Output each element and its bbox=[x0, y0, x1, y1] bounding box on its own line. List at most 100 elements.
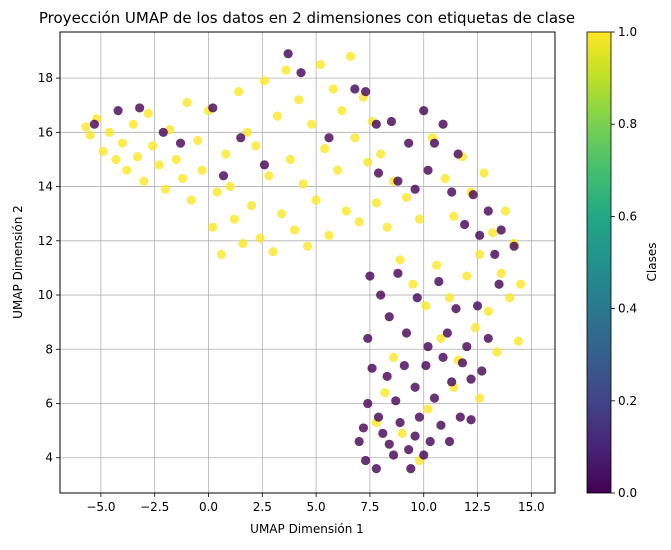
y-axis-ticks: 4 6 8 10 12 14 16 18 bbox=[38, 71, 60, 465]
data-point-class-1 bbox=[432, 260, 442, 270]
data-point-class-0 bbox=[371, 463, 381, 474]
data-point-class-1 bbox=[132, 152, 143, 162]
data-point-class-0 bbox=[384, 439, 394, 449]
data-point-class-0 bbox=[455, 412, 465, 422]
data-point-class-1 bbox=[221, 149, 231, 159]
data-point-class-1 bbox=[128, 119, 138, 129]
data-point-class-1 bbox=[238, 238, 248, 249]
data-point-class-0 bbox=[208, 103, 218, 113]
data-point-class-0 bbox=[350, 84, 360, 94]
data-point-class-0 bbox=[410, 184, 420, 194]
data-point-class-1 bbox=[255, 233, 265, 243]
data-point-class-0 bbox=[89, 119, 100, 129]
data-point-class-0 bbox=[324, 133, 334, 143]
x-tick-label: 10.0 bbox=[410, 500, 437, 514]
y-axis-label: UMAP Dimensión 2 bbox=[11, 205, 25, 319]
data-point-class-1 bbox=[328, 84, 338, 94]
x-axis-label: UMAP Dimensión 1 bbox=[250, 522, 364, 536]
data-point-class-1 bbox=[444, 293, 455, 303]
data-point-class-1 bbox=[376, 149, 386, 159]
data-point-class-1 bbox=[216, 249, 227, 259]
y-tick-label: 4 bbox=[45, 451, 53, 465]
colorbar-label: Clases bbox=[645, 243, 659, 282]
data-point-class-1 bbox=[440, 173, 450, 184]
data-point-class-1 bbox=[193, 135, 203, 146]
colorbar bbox=[586, 31, 612, 494]
data-point-class-0 bbox=[447, 187, 457, 197]
data-point-class-1 bbox=[186, 195, 196, 205]
data-point-class-1 bbox=[294, 95, 304, 105]
data-point-class-1 bbox=[251, 141, 261, 151]
data-point-class-1 bbox=[341, 206, 351, 216]
data-point-class-0 bbox=[438, 119, 448, 129]
data-point-class-1 bbox=[178, 173, 188, 184]
data-point-class-0 bbox=[436, 420, 446, 430]
data-point-class-0 bbox=[483, 206, 493, 216]
data-point-class-0 bbox=[401, 328, 412, 338]
data-point-class-1 bbox=[259, 76, 270, 86]
data-point-class-1 bbox=[363, 157, 373, 167]
colorbar-tick-label: 0.4 bbox=[618, 302, 637, 316]
data-point-class-0 bbox=[175, 138, 186, 148]
data-point-class-0 bbox=[376, 290, 386, 300]
data-point-class-1 bbox=[117, 138, 128, 148]
chart-title: Proyección UMAP de los datos en 2 dimens… bbox=[39, 9, 575, 27]
data-point-class-1 bbox=[397, 428, 407, 438]
y-tick-label: 12 bbox=[38, 234, 53, 248]
x-tick-label: −5.0 bbox=[86, 500, 115, 514]
data-point-class-0 bbox=[391, 396, 401, 406]
data-point-class-1 bbox=[475, 249, 485, 259]
data-point-class-0 bbox=[259, 160, 270, 170]
data-point-class-0 bbox=[378, 428, 388, 438]
data-point-class-1 bbox=[414, 214, 425, 224]
data-point-class-0 bbox=[393, 176, 403, 186]
data-point-class-1 bbox=[246, 200, 257, 211]
data-point-class-0 bbox=[135, 103, 145, 113]
data-point-class-1 bbox=[401, 192, 412, 203]
data-point-class-1 bbox=[104, 127, 115, 137]
data-point-class-1 bbox=[212, 187, 222, 197]
data-point-class-1 bbox=[479, 168, 489, 178]
data-point-class-0 bbox=[457, 358, 468, 368]
data-point-class-1 bbox=[111, 154, 121, 165]
data-point-class-0 bbox=[410, 382, 420, 392]
data-point-class-1 bbox=[234, 87, 244, 97]
data-point-class-1 bbox=[337, 106, 347, 116]
data-point-class-1 bbox=[289, 225, 300, 235]
x-tick-label: 0.0 bbox=[199, 500, 218, 514]
data-point-class-0 bbox=[354, 436, 364, 447]
data-point-class-0 bbox=[412, 293, 422, 303]
data-point-class-0 bbox=[466, 415, 476, 425]
data-point-class-0 bbox=[421, 360, 431, 371]
data-point-class-1 bbox=[470, 322, 480, 333]
data-point-class-0 bbox=[113, 106, 123, 116]
data-point-class-1 bbox=[302, 241, 313, 251]
data-point-class-1 bbox=[285, 154, 295, 165]
data-point-class-1 bbox=[307, 119, 317, 129]
data-point-class-0 bbox=[494, 279, 504, 289]
data-point-class-0 bbox=[429, 393, 440, 403]
data-point-class-0 bbox=[460, 219, 470, 230]
data-point-class-1 bbox=[423, 404, 433, 414]
data-point-class-1 bbox=[272, 111, 282, 121]
data-point-class-0 bbox=[388, 450, 399, 460]
data-point-class-1 bbox=[242, 127, 252, 137]
scatter-points bbox=[81, 49, 526, 474]
data-point-class-0 bbox=[158, 127, 168, 137]
data-point-class-1 bbox=[483, 306, 493, 316]
data-point-class-1 bbox=[324, 230, 334, 240]
data-point-class-0 bbox=[283, 49, 293, 59]
data-point-class-1 bbox=[98, 146, 108, 156]
y-tick-label: 14 bbox=[38, 180, 53, 194]
data-point-class-0 bbox=[358, 423, 369, 433]
data-point-class-0 bbox=[399, 360, 409, 371]
data-point-class-0 bbox=[373, 168, 384, 178]
data-point-class-0 bbox=[363, 398, 373, 409]
data-point-class-1 bbox=[421, 301, 431, 311]
data-point-class-0 bbox=[365, 271, 375, 281]
data-point-class-1 bbox=[380, 388, 390, 398]
data-point-class-0 bbox=[382, 371, 392, 381]
data-point-class-0 bbox=[472, 301, 483, 311]
data-point-class-1 bbox=[515, 279, 526, 289]
